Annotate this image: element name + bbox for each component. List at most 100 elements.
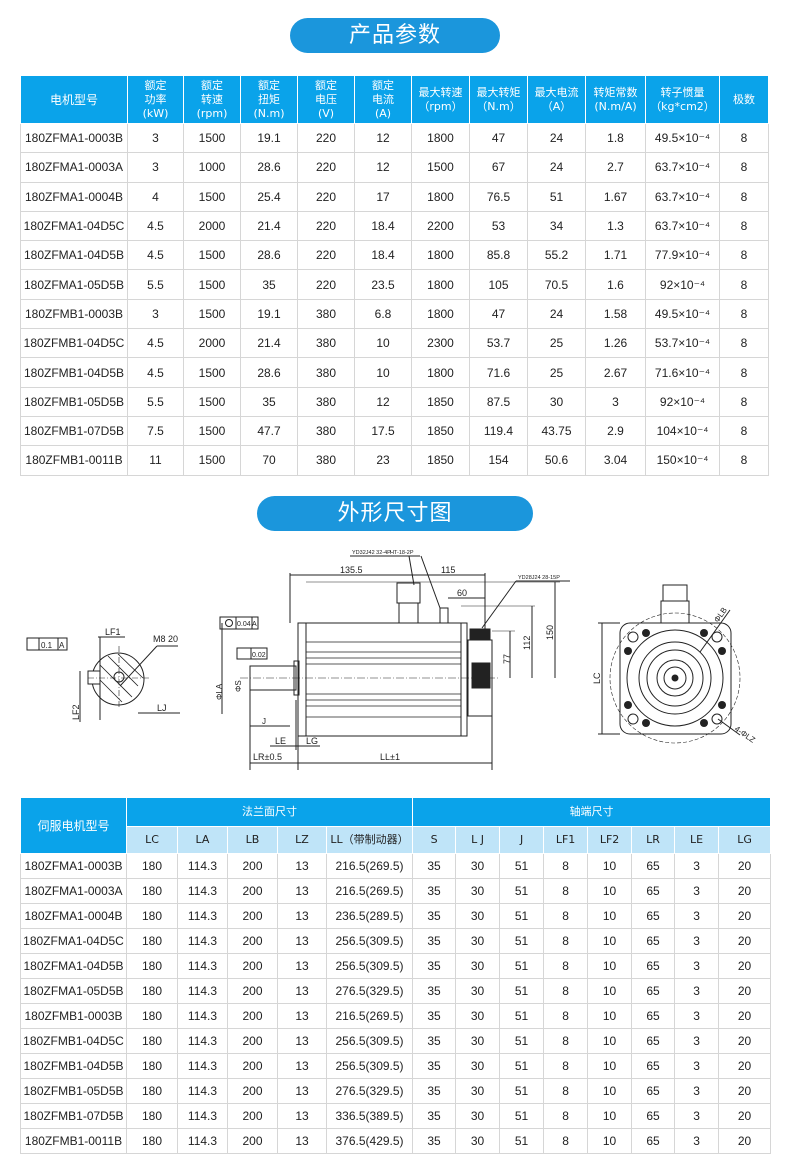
table-cell: 180ZFMA1-04D5C xyxy=(20,928,127,954)
motor-side-view: 0.04 A 0.02 ΦLA ΦS 135.5 115 60 YD32J42 … xyxy=(215,550,570,770)
datum-a: A xyxy=(59,641,65,650)
table-subheader-cell: LL（带制动器） xyxy=(325,826,414,854)
table-cell: 180ZFMA1-0003A xyxy=(20,878,127,904)
table-subheader-cell: S xyxy=(412,826,457,854)
table-cell: 53 xyxy=(469,210,528,242)
table-cell: 180ZFMA1-04D5C xyxy=(20,210,128,242)
table-cell: 13 xyxy=(277,953,327,979)
table-cell: 180 xyxy=(126,1078,178,1104)
table-cell: 30 xyxy=(455,1078,501,1104)
table-cell: 51 xyxy=(499,903,545,929)
table-cell: 12 xyxy=(354,386,412,417)
table-header-cell: 额定 电压 (V) xyxy=(297,75,355,124)
table-cell: 11 xyxy=(127,445,184,476)
header-model: 伺服电机型号 xyxy=(20,797,127,854)
table-cell: 105 xyxy=(469,269,528,300)
table-cell: 12 xyxy=(354,152,412,183)
table-cell: 1500 xyxy=(183,386,241,417)
table-cell: 114.3 xyxy=(177,1003,228,1029)
table-row: 180ZFMB1-05D5B 5.5 1500 35 380 12 1850 87.5 30 3 9… xyxy=(20,386,769,417)
table-subheader-cell: L J xyxy=(455,826,501,854)
table-cell: 20 xyxy=(718,878,772,904)
table-cell: 23.5 xyxy=(354,269,412,300)
table-cell: 13 xyxy=(277,1028,327,1054)
table-cell: 1.8 xyxy=(585,122,646,154)
table-cell: 35 xyxy=(240,386,298,417)
table-cell: 200 xyxy=(227,953,278,979)
table-cell: 8 xyxy=(543,903,589,929)
table-cell: 67 xyxy=(469,152,528,183)
table-subheader-cell: LA xyxy=(177,826,228,854)
table-cell: 236.5(289.5) xyxy=(325,903,414,929)
table-cell: 150×10⁻⁴ xyxy=(645,445,720,476)
table-subheader-cell: J xyxy=(499,826,545,854)
table-cell: 35 xyxy=(412,878,457,904)
table-cell: 13 xyxy=(277,1053,327,1079)
table-cell: 63.7×10⁻⁴ xyxy=(645,181,720,212)
table-row: 180ZFMB1-0003B 180 114.3 200 13 216.5(269.5) 3… xyxy=(20,1003,772,1029)
table-cell: 20 xyxy=(718,928,772,954)
table-cell: 13 xyxy=(277,978,327,1004)
table-cell: 77.9×10⁻⁴ xyxy=(645,240,720,271)
table-cell: 4.5 xyxy=(127,328,184,359)
table-cell: 71.6 xyxy=(469,357,528,388)
table-cell: 43.75 xyxy=(527,415,586,447)
table-cell: 114.3 xyxy=(177,903,228,929)
table-cell: 2.7 xyxy=(585,152,646,183)
table-cell: 114.3 xyxy=(177,1053,228,1079)
table-row: 180ZFMB1-04D5B 180 114.3 200 13 256.5(309.5) 3… xyxy=(20,1053,772,1079)
lg-label: LG xyxy=(306,736,318,746)
table-cell: 28.6 xyxy=(240,152,298,183)
table-cell: 51 xyxy=(499,1103,545,1129)
table-cell: 30 xyxy=(455,903,501,929)
table-cell: 1500 xyxy=(183,298,241,330)
table-header-cell: 最大转速 （rpm） xyxy=(411,75,470,124)
power-connector xyxy=(396,582,421,604)
table-cell: 3 xyxy=(674,928,720,954)
table-cell: 5.5 xyxy=(127,386,184,417)
table-cell: 20 xyxy=(718,1128,772,1154)
table-cell: 20 xyxy=(718,978,772,1004)
table-cell: 3 xyxy=(127,298,184,330)
table-cell: 8 xyxy=(543,953,589,979)
table-cell: 3.04 xyxy=(585,445,646,476)
dim-115: 115 xyxy=(441,565,455,575)
table-cell: 8 xyxy=(719,122,769,154)
runout-value: 0.02 xyxy=(252,652,266,659)
table-cell: 92×10⁻⁴ xyxy=(645,269,720,300)
connector-label-1: YD32J42 32-4P xyxy=(352,550,391,556)
table-row: 180ZFMA1-04D5B 180 114.3 200 13 256.5(309.5) 3… xyxy=(20,953,772,979)
table-cell: 1500 xyxy=(183,122,241,154)
table-cell: 200 xyxy=(227,1053,278,1079)
table-cell: 49.5×10⁻⁴ xyxy=(645,298,720,330)
table-cell: 1800 xyxy=(411,269,470,300)
table-cell: 10 xyxy=(587,1103,633,1129)
flatness-tolerance-box xyxy=(26,637,68,651)
table-cell: 3 xyxy=(674,878,720,904)
table-cell: 35 xyxy=(412,1103,457,1129)
dim-60: 60 xyxy=(457,588,467,598)
table-cell: 4 xyxy=(127,181,184,212)
table-cell: 76.5 xyxy=(469,181,528,212)
table-cell: 8 xyxy=(543,978,589,1004)
table-cell: 200 xyxy=(227,878,278,904)
coaxiality-value: 0.04 xyxy=(237,621,251,628)
table-cell: 65 xyxy=(631,928,676,954)
table-row: 180ZFMB1-0011B 11 1500 70 380 23 1850 154 50.6 3.… xyxy=(20,445,769,476)
table-subheader-cell: LC xyxy=(126,826,178,854)
table-header-cell: 电机型号 xyxy=(20,75,128,124)
table-header-cell: 额定 电流 (A) xyxy=(354,75,412,124)
table-subheader-cell: LF2 xyxy=(587,826,633,854)
le-label: LE xyxy=(275,736,286,746)
table-cell: 49.5×10⁻⁴ xyxy=(645,122,720,154)
table-cell: 8 xyxy=(543,1078,589,1104)
table-cell: 23 xyxy=(354,445,412,476)
table-cell: 119.4 xyxy=(469,415,528,447)
table-cell: 18.4 xyxy=(354,210,412,242)
table-cell: 180 xyxy=(126,878,178,904)
table-cell: 34 xyxy=(527,210,586,242)
thread-label: M8 20 xyxy=(153,634,178,644)
dimension-drawing: 0.1 A LF1 M8 20 LF2 LJ 0.04 A 0.02 ΦLA Φ… xyxy=(26,550,757,770)
table-cell: 200 xyxy=(227,853,278,879)
table-cell: 30 xyxy=(455,1103,501,1129)
